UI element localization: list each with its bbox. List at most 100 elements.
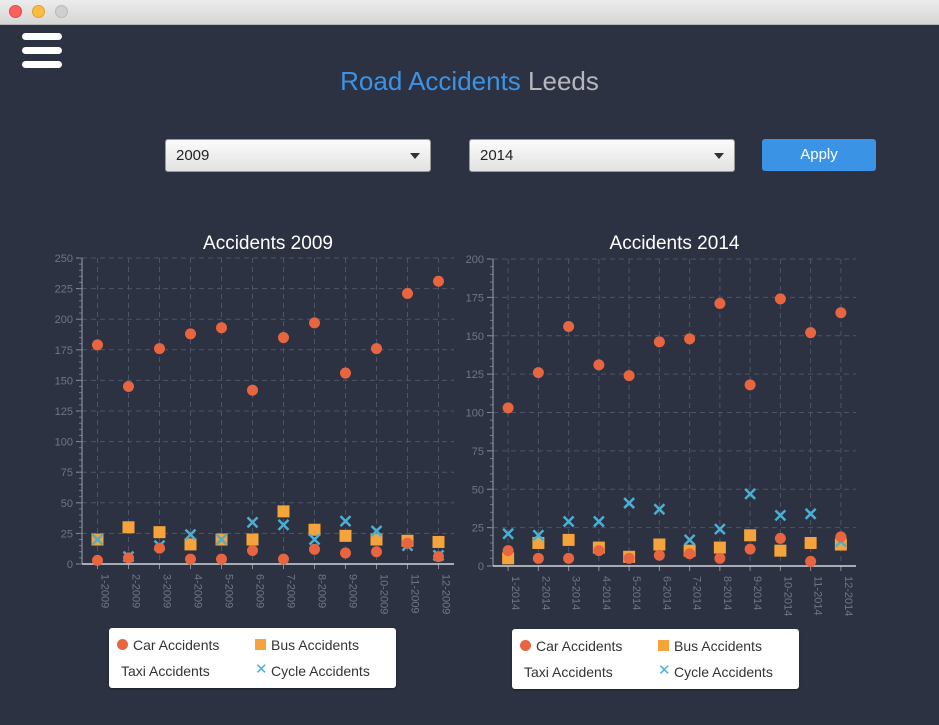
menu-bar: [22, 61, 62, 68]
car-accident-point: [402, 537, 413, 549]
car-accident-point: [371, 546, 382, 558]
bus-accident-point: [744, 529, 757, 542]
cycle-accident-point: [370, 525, 383, 537]
x-tick-label: 9-2009: [347, 574, 359, 608]
y-tick-label: 200: [466, 254, 484, 266]
car-accident-point: [154, 542, 165, 554]
y-tick-label: 250: [55, 253, 73, 265]
chart-title: Accidents 2009: [203, 233, 333, 254]
cycle-accident-point: [184, 528, 197, 541]
minimize-window-button[interactable]: [32, 5, 45, 18]
car-accident-point: [216, 322, 227, 334]
cycle-accident-point: [623, 497, 636, 509]
car-accident-point: [278, 553, 289, 565]
car-accident-point: [185, 553, 196, 565]
cycle-legend-icon: ✕: [255, 661, 268, 678]
apply-button[interactable]: Apply: [762, 139, 876, 171]
car-accident-point: [532, 552, 544, 564]
x-tick-label: 3-2014: [570, 576, 582, 610]
car-accident-point: [247, 545, 258, 557]
bus-accident-point: [246, 533, 259, 546]
x-tick-label: 9-2014: [751, 576, 763, 610]
x-tick-label: 3-2009: [161, 574, 173, 608]
bus-accident-point: [804, 536, 817, 549]
y-tick-label: 75: [472, 446, 484, 458]
car-accident-point: [340, 367, 351, 379]
zoom-window-button[interactable]: [55, 5, 68, 18]
car-accident-point: [835, 531, 847, 543]
cycle-legend-label: Cycle Accidents: [674, 664, 773, 680]
car-legend-icon: [117, 639, 128, 650]
cycle-accident-point: [308, 533, 321, 546]
cycle-accident-point: [774, 509, 787, 522]
car-accident-point: [278, 332, 289, 344]
car-accident-point: [433, 551, 444, 563]
menu-bar: [22, 47, 62, 54]
car-accident-point: [502, 545, 514, 557]
car-accident-point: [593, 359, 605, 371]
car-accident-point: [402, 287, 413, 299]
to-year-select[interactable]: 2014: [469, 139, 735, 172]
cycle-accident-point: [215, 533, 228, 546]
page-title-secondary: Leeds: [528, 66, 599, 96]
bus-accident-point: [308, 523, 321, 536]
bus-accident-point: [184, 538, 197, 551]
car-accident-point: [684, 333, 696, 345]
cycle-accident-point: [339, 515, 352, 528]
from-year-select[interactable]: 2009: [165, 139, 431, 172]
car-accident-point: [744, 379, 756, 391]
chart-2009-legend: Car Accidents Bus Accidents Taxi Acciden…: [109, 628, 396, 688]
car-accident-point: [653, 336, 665, 348]
car-legend-icon: [520, 640, 531, 651]
car-accident-point: [805, 327, 817, 339]
car-accident-point: [309, 543, 320, 555]
close-window-button[interactable]: [9, 5, 22, 18]
cycle-legend-label: Cycle Accidents: [271, 663, 370, 679]
cycle-accident-point: [592, 515, 605, 528]
car-accident-point: [92, 554, 103, 566]
x-tick-label: 2-2014: [539, 576, 551, 610]
y-tick-label: 25: [61, 528, 73, 540]
chevron-down-icon: [714, 153, 724, 159]
car-accident-point: [247, 384, 258, 396]
x-tick-label: 5-2014: [630, 576, 642, 610]
car-accident-point: [502, 402, 514, 414]
cycle-accident-point: [683, 534, 696, 546]
x-tick-label: 4-2014: [600, 576, 612, 610]
hamburger-menu-icon[interactable]: [22, 33, 62, 69]
car-accident-point: [714, 552, 726, 564]
y-tick-label: 150: [466, 331, 484, 343]
y-tick-label: 100: [466, 408, 484, 420]
bus-legend-label: Bus Accidents: [674, 638, 762, 654]
y-tick-label: 200: [55, 314, 73, 326]
taxi-legend-label: Taxi Accidents: [524, 664, 613, 680]
x-tick-label: 11-2014: [812, 576, 824, 616]
y-tick-label: 0: [478, 561, 484, 573]
chart-2014: Accidents 2014 0 25 50 75 100 125 150 175 200 1-20…: [448, 228, 863, 623]
car-accident-point: [774, 293, 786, 305]
car-accident-point: [563, 321, 575, 333]
x-tick-label: 7-2009: [285, 574, 297, 608]
page-title-primary: Road Accidents: [340, 66, 521, 96]
x-tick-label: 1-2014: [509, 576, 521, 610]
cycle-accident-point: [804, 507, 817, 520]
chevron-down-icon: [410, 153, 420, 159]
x-tick-label: 4-2009: [192, 574, 204, 608]
bus-accident-point: [774, 544, 787, 557]
car-accident-point: [593, 545, 605, 557]
car-accident-point: [92, 339, 103, 351]
car-accident-point: [653, 549, 665, 561]
car-accident-point: [433, 275, 444, 287]
cycle-accident-point: [653, 503, 666, 516]
cycle-accident-point: [713, 523, 726, 536]
x-tick-label: 1-2009: [99, 574, 111, 608]
cycle-accident-point: [246, 516, 259, 529]
chart-title: Accidents 2014: [610, 233, 740, 254]
x-tick-label: 10-2009: [378, 574, 390, 614]
x-tick-label: 6-2009: [254, 574, 266, 608]
scatter-chart-svg: Accidents 2014 0 25 50 75 100 125 150 175 200 1-20…: [466, 233, 856, 616]
y-tick-label: 75: [61, 467, 73, 479]
x-tick-label: 12-2009: [440, 574, 452, 614]
car-legend-label: Car Accidents: [133, 637, 220, 653]
menu-bar: [22, 33, 62, 40]
